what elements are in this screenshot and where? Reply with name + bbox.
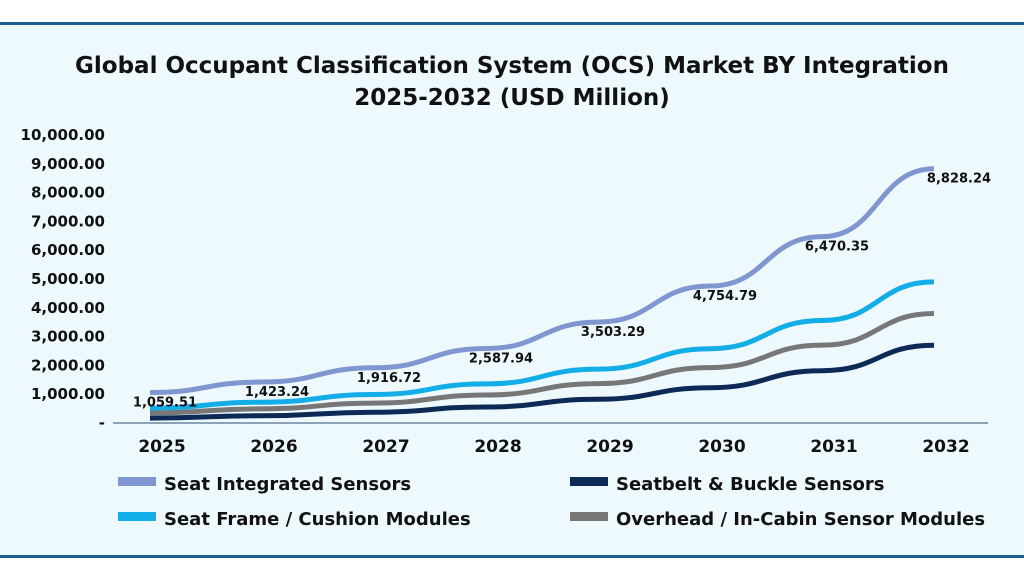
data-label: 1,916.72 (357, 371, 421, 386)
chart-subtitle: 2025-2032 (USD Million) (354, 85, 670, 111)
legend-swatch (118, 512, 156, 521)
series-line-seatbelt-buckle-sensors (149, 342, 935, 421)
data-label: 2,587.94 (469, 351, 533, 366)
legend-label: Seatbelt & Buckle Sensors (616, 474, 885, 495)
series-line-overhead-in-cabin-sensor-modules (149, 311, 935, 416)
chart-frame (0, 22, 1024, 558)
y-tick-label: 8,000.00 (31, 184, 105, 202)
x-tick-label: 2030 (698, 437, 745, 457)
x-tick-label: 2031 (810, 437, 857, 457)
data-label: 4,754.79 (693, 289, 757, 304)
y-tick-label: 10,000.00 (21, 126, 105, 144)
data-label: 3,503.29 (581, 325, 645, 340)
y-tick-label: - (99, 414, 105, 432)
legend-label: Seat Integrated Sensors (164, 474, 411, 495)
y-tick-label: 3,000.00 (31, 328, 105, 346)
chart-title-line1: Global Occupant Classification System (O… (75, 53, 949, 79)
data-label: 6,470.35 (805, 240, 869, 255)
y-tick-label: 6,000.00 (31, 241, 105, 259)
legend-swatch (570, 512, 608, 521)
x-tick-label: 2029 (586, 437, 633, 457)
y-tick-label: 5,000.00 (31, 270, 105, 288)
y-tick-label: 9,000.00 (31, 155, 105, 173)
y-tick-label: 4,000.00 (31, 299, 105, 317)
legend-label: Overhead / In-Cabin Sensor Modules (616, 509, 985, 530)
data-label: 1,423.24 (245, 385, 309, 400)
legend-label: Seat Frame / Cushion Modules (164, 509, 471, 530)
x-tick-label: 2026 (250, 437, 297, 457)
series-line-seat-frame-cushion-modules (149, 279, 935, 411)
data-label: 8,828.24 (927, 172, 991, 187)
chart-title: Global Occupant Classification System (O… (0, 50, 1024, 114)
legend-swatch (118, 477, 156, 486)
data-label: 1,059.51 (133, 395, 197, 410)
x-tick-label: 2028 (474, 437, 521, 457)
x-tick-label: 2025 (138, 437, 185, 457)
y-tick-label: 7,000.00 (31, 212, 105, 230)
y-tick-label: 1,000.00 (31, 385, 105, 403)
y-tick-label: 2,000.00 (31, 356, 105, 374)
series-line-seat-integrated-sensors (149, 166, 935, 395)
x-tick-label: 2032 (922, 437, 969, 457)
x-tick-label: 2027 (362, 437, 409, 457)
legend-swatch (570, 477, 608, 486)
